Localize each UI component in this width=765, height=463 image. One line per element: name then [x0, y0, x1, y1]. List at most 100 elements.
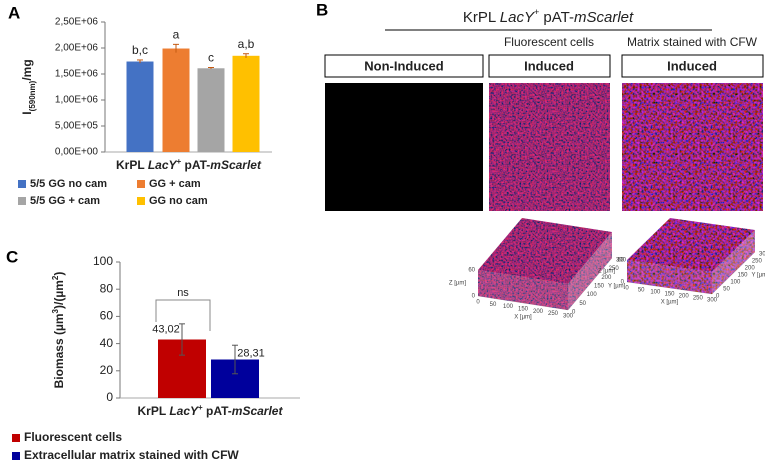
condition-label: Non-Induced	[364, 58, 443, 73]
panel-b-title: KrPL LacY+ pAT-mScarlet	[463, 7, 634, 26]
z-tick-label-3d: 60	[617, 258, 624, 264]
x-tick-label-3d: 100	[503, 304, 514, 310]
legend-label: Extracellular matrix stained with CFW	[24, 448, 239, 462]
legend-swatch	[12, 434, 20, 442]
bar	[197, 68, 225, 152]
x-tick-label-3d: 250	[548, 311, 559, 317]
micrograph	[622, 83, 763, 211]
y-tick-label-3d: 250	[752, 259, 763, 265]
y-tick-label: 5,00E+05	[55, 121, 99, 132]
significance-letter: b,c	[132, 43, 148, 57]
text-part: /mg	[20, 59, 34, 80]
legend-swatch	[12, 452, 20, 460]
panel-label: A	[8, 3, 20, 22]
x-tick-label-3d: 50	[638, 288, 645, 294]
y-tick-label-3d: 100	[587, 292, 598, 298]
text-part: 2	[51, 275, 60, 280]
error-bar	[243, 53, 249, 58]
text-part: +	[177, 157, 182, 166]
text-part: (590nm)	[28, 80, 37, 111]
bar	[126, 61, 154, 152]
legend-label: 5/5 GG + cam	[30, 195, 100, 207]
micrograph	[325, 83, 483, 211]
condition-box	[488, 54, 611, 78]
condition-label: Induced	[524, 58, 574, 73]
x-axis-label: KrPL LacY+ pAT-mScarlet	[138, 403, 284, 419]
condition-label: Induced	[667, 58, 717, 73]
z-tick-label-3d: 60	[468, 268, 475, 274]
x-tick-label-3d: 250	[693, 296, 704, 302]
y-tick-label: 60	[100, 309, 114, 323]
y-tick-label-3d: 150	[738, 273, 749, 279]
text-part: I	[20, 111, 34, 114]
x-tick-label-3d: 200	[533, 309, 544, 315]
x-tick-label-3d: 300	[563, 314, 574, 320]
legend-label: GG no cam	[149, 195, 208, 207]
x-tick-label-3d: 150	[518, 307, 529, 313]
x-tick-label-3d: 100	[650, 290, 661, 296]
condition-box	[324, 54, 484, 78]
legend-swatch	[137, 197, 145, 205]
y-tick-label: 80	[100, 281, 114, 295]
text-part: 3	[51, 308, 60, 313]
text-part: pAT-	[181, 158, 210, 172]
y-tick-label-3d: 300	[616, 258, 627, 264]
biofilm-side	[478, 270, 568, 310]
z-axis-label-3d: Z [µm]	[449, 281, 466, 287]
y-tick-label: 0	[106, 390, 113, 404]
y-axis-label: I(590nm)/mg	[20, 59, 36, 114]
text-part: +	[198, 403, 203, 412]
y-axis-label-3d: Y [µm]	[752, 273, 765, 279]
text-part: pAT-	[203, 404, 232, 418]
error-bar	[232, 344, 238, 375]
legend-swatch	[137, 180, 145, 188]
y-tick-label: 1,50E+06	[55, 69, 99, 80]
text-part: )	[52, 272, 66, 276]
error-bar	[137, 59, 143, 64]
x-tick-label-3d: 0	[625, 286, 629, 292]
y-tick-label: 2,00E+06	[55, 43, 99, 54]
y-tick-label: 20	[100, 363, 114, 377]
text-part: KrPL	[138, 404, 170, 418]
y-tick-label: 1,00E+06	[55, 95, 99, 106]
x-tick-label-3d: 50	[490, 302, 497, 308]
y-tick-label-3d: 0	[716, 294, 720, 300]
biofilm-side	[568, 232, 612, 310]
error-bar	[208, 67, 214, 70]
y-tick-label-3d: 250	[609, 266, 620, 272]
legend-label: 5/5 GG no cam	[30, 178, 107, 190]
micrograph	[489, 83, 610, 211]
error-bar	[173, 43, 179, 53]
biofilm-side	[712, 230, 755, 294]
y-tick-label-3d: 100	[730, 280, 741, 286]
x-tick-label-3d: 0	[476, 300, 480, 306]
significance-letter: a	[173, 28, 180, 42]
condition-box	[621, 54, 764, 78]
significance-letter: c	[208, 51, 214, 65]
value-label: 28,31	[237, 347, 265, 359]
legend-label: Fluorescent cells	[24, 430, 122, 444]
text-part: LacY	[169, 404, 199, 418]
y-tick-label: 2,50E+06	[55, 17, 99, 28]
z-tick-label-3d: 0	[472, 294, 476, 300]
y-axis-label: Biomass (µm3)/(µm2)	[51, 272, 67, 389]
x-axis-label-3d: X [µm]	[661, 300, 679, 306]
y-tick-label: 0,00E+00	[55, 147, 99, 158]
y-tick-label-3d: 50	[723, 287, 730, 293]
legend-swatch	[18, 197, 26, 205]
significance-letter: a,b	[238, 37, 255, 51]
y-tick-label-3d: 200	[745, 266, 756, 272]
column-header: Matrix stained with CFW	[627, 35, 758, 49]
x-tick-label-3d: 150	[664, 292, 675, 298]
legend-swatch	[18, 180, 26, 188]
x-tick-label-3d: 200	[679, 294, 690, 300]
bar	[232, 55, 260, 152]
y-tick-label-3d: 200	[601, 275, 612, 281]
y-tick-label-3d: 300	[759, 252, 765, 258]
y-tick-label-3d: 50	[579, 301, 586, 307]
y-tick-label: 100	[93, 254, 113, 268]
y-tick-label: 40	[100, 336, 114, 350]
error-bar	[179, 323, 185, 356]
y-axis-label-3d: Y [µm]	[608, 284, 626, 290]
